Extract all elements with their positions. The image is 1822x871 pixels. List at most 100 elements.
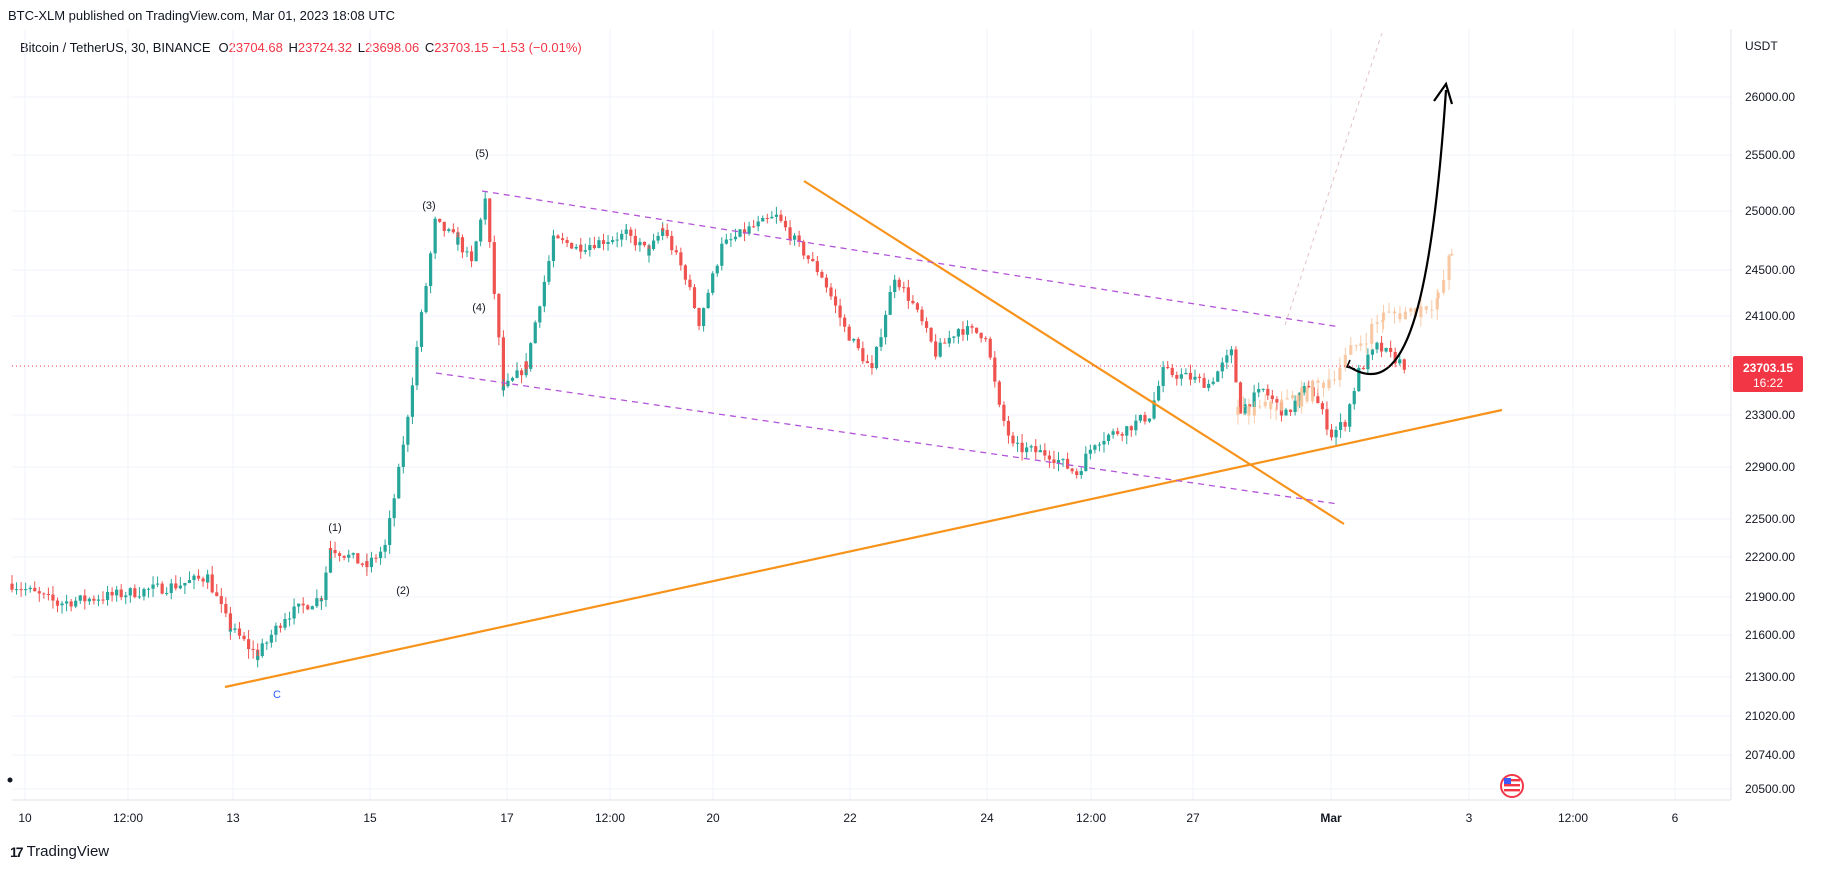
low-label: L bbox=[357, 40, 365, 55]
candle bbox=[611, 236, 615, 245]
candle bbox=[1216, 370, 1220, 382]
time-tick-label: 20 bbox=[706, 811, 720, 825]
candle bbox=[783, 216, 788, 231]
candle bbox=[606, 234, 610, 251]
candle bbox=[1125, 425, 1129, 445]
candle bbox=[1266, 384, 1270, 400]
projection-candle bbox=[1447, 253, 1451, 291]
price-tick-label: 25500.00 bbox=[1745, 148, 1795, 162]
candle bbox=[10, 575, 14, 593]
candle bbox=[579, 238, 583, 259]
low-value: 23698.06 bbox=[364, 40, 420, 55]
candle bbox=[1243, 398, 1247, 416]
candle bbox=[715, 264, 719, 277]
candle bbox=[233, 623, 237, 633]
candle bbox=[201, 576, 205, 587]
candle bbox=[674, 245, 678, 255]
open-value: 23704.68 bbox=[228, 40, 283, 55]
candle bbox=[988, 336, 992, 360]
projection-candle bbox=[1381, 304, 1386, 330]
candle bbox=[1179, 368, 1183, 386]
candle bbox=[551, 229, 556, 245]
candle bbox=[178, 577, 182, 590]
candle bbox=[315, 589, 319, 608]
change-value: −1.53 (−0.01%) bbox=[492, 40, 582, 55]
time-tick-label: 27 bbox=[1186, 811, 1200, 825]
candle bbox=[820, 269, 824, 279]
candle bbox=[706, 289, 710, 309]
price-tick-label: 21300.00 bbox=[1745, 670, 1795, 684]
time-tick-label: 12:00 bbox=[595, 811, 625, 825]
us-flag-icon[interactable] bbox=[1500, 774, 1524, 798]
candle bbox=[105, 586, 110, 606]
projection-candle bbox=[1409, 307, 1413, 317]
candle bbox=[765, 213, 769, 224]
candle bbox=[65, 594, 69, 612]
candle bbox=[1339, 413, 1343, 438]
candle bbox=[274, 622, 278, 643]
candle bbox=[1275, 396, 1279, 410]
candle bbox=[369, 551, 374, 573]
candle bbox=[174, 575, 178, 591]
candle bbox=[33, 581, 37, 592]
candle bbox=[1375, 341, 1379, 354]
candle bbox=[1120, 431, 1124, 442]
candle bbox=[647, 243, 651, 263]
candle bbox=[119, 584, 123, 601]
candle bbox=[479, 217, 483, 247]
candle bbox=[761, 215, 765, 222]
candle bbox=[806, 255, 810, 264]
candle bbox=[1066, 452, 1070, 470]
bar-countdown: 16:22 bbox=[1753, 376, 1783, 390]
candle bbox=[961, 321, 965, 341]
candle bbox=[984, 336, 988, 342]
price-tick-label: 21600.00 bbox=[1745, 628, 1795, 642]
channel-upper-line bbox=[481, 190, 1341, 328]
open-label: O bbox=[218, 40, 229, 55]
candle bbox=[720, 237, 724, 254]
candle bbox=[1184, 368, 1188, 375]
price-tick-label: 21900.00 bbox=[1745, 590, 1795, 604]
candle bbox=[1034, 439, 1038, 460]
candle bbox=[451, 223, 455, 234]
chart-grid bbox=[12, 29, 1731, 800]
candle bbox=[620, 229, 624, 247]
candle bbox=[920, 306, 924, 326]
candle bbox=[14, 582, 19, 595]
last-price-tag bbox=[1733, 356, 1803, 392]
candle bbox=[1379, 336, 1384, 358]
candle bbox=[433, 216, 437, 259]
candle bbox=[297, 603, 301, 614]
candle-series bbox=[10, 192, 1406, 668]
candle bbox=[383, 539, 387, 559]
projection-candle bbox=[1332, 370, 1337, 385]
time-tick-label: 10 bbox=[18, 811, 32, 825]
candle bbox=[510, 376, 515, 382]
candle bbox=[742, 222, 747, 242]
candle bbox=[37, 586, 41, 602]
candle bbox=[738, 229, 742, 238]
candle bbox=[1288, 409, 1293, 416]
support-trendline bbox=[224, 408, 1503, 689]
candle bbox=[565, 236, 569, 248]
price-tick-label: 22200.00 bbox=[1745, 550, 1795, 564]
candle bbox=[406, 414, 410, 452]
candle bbox=[679, 247, 683, 271]
candle bbox=[1257, 382, 1261, 398]
price-tick-label: 23300.00 bbox=[1745, 408, 1795, 422]
projection-guide-line bbox=[1284, 32, 1383, 326]
candle bbox=[497, 293, 501, 346]
candle bbox=[1061, 458, 1065, 467]
candle bbox=[256, 650, 260, 668]
candle bbox=[533, 320, 537, 344]
candle bbox=[1229, 346, 1233, 364]
candle bbox=[483, 200, 487, 225]
candle bbox=[151, 576, 155, 598]
candle bbox=[215, 584, 219, 597]
candle bbox=[1193, 369, 1197, 384]
candle bbox=[1207, 379, 1211, 392]
projection-candle bbox=[1419, 299, 1423, 327]
candle bbox=[278, 623, 283, 633]
candle bbox=[1161, 361, 1165, 393]
